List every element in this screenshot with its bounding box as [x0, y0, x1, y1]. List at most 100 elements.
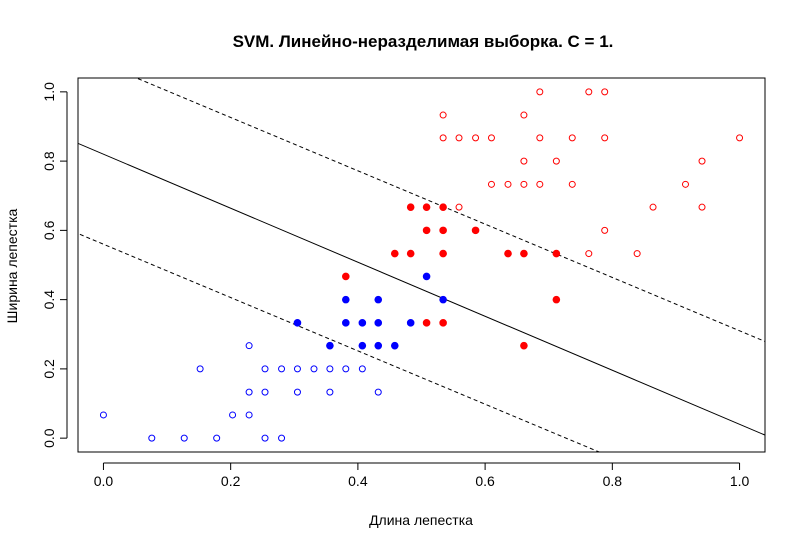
chart-title: SVM. Линейно-неразделимая выборка. C = 1…	[233, 32, 614, 51]
filled-blue-point	[422, 272, 431, 281]
filled-blue-point	[374, 341, 383, 350]
open-red-point	[487, 134, 495, 142]
filled-red-point	[439, 226, 447, 235]
filled-red-point	[342, 272, 350, 281]
filled-red-point	[504, 249, 512, 258]
open-red-point	[585, 88, 593, 96]
open-blue-point	[278, 434, 286, 442]
filled-red-point	[552, 249, 561, 258]
open-blue-point	[358, 365, 366, 373]
filled-red-point	[422, 319, 431, 327]
x-axis-label: Длина лепестка	[369, 512, 473, 528]
y-tick-label: 0.8	[41, 151, 57, 171]
open-red-point	[681, 180, 689, 188]
open-red-point	[585, 250, 593, 258]
open-red-point	[520, 157, 528, 165]
open-blue-point	[261, 388, 269, 396]
open-red-point	[504, 180, 512, 188]
open-blue-point	[245, 342, 253, 350]
open-blue-point	[245, 388, 253, 396]
filled-red-point	[406, 249, 415, 258]
y-tick-label: 0.0	[41, 428, 57, 448]
x-tick-label: 0.0	[94, 473, 114, 489]
y-tick-label: 0.6	[41, 220, 57, 240]
filled-blue-point	[293, 319, 302, 327]
open-red-point	[472, 134, 480, 142]
open-blue-point	[196, 365, 204, 373]
x-tick-label: 1.0	[730, 473, 750, 489]
filled-red-point	[422, 203, 431, 211]
filled-blue-point	[326, 341, 334, 350]
filled-blue-point	[358, 341, 367, 350]
y-axis-label: Ширина лепестка	[4, 208, 20, 323]
filled-red-point	[439, 319, 447, 327]
filled-blue-point	[342, 295, 350, 304]
filled-red-point	[552, 295, 561, 304]
filled-red-point	[422, 226, 431, 235]
x-tick-label: 0.8	[603, 473, 623, 489]
plot-frame	[77, 77, 766, 453]
upper-margin-line	[135, 78, 765, 343]
x-tick-label: 0.4	[348, 473, 368, 489]
filled-red-point	[439, 249, 447, 258]
filled-blue-point	[358, 319, 367, 327]
open-blue-point	[293, 388, 301, 396]
open-blue-point	[229, 411, 237, 419]
x-tick-label: 0.6	[475, 473, 495, 489]
y-tick-label: 0.4	[41, 290, 57, 310]
open-blue-point	[326, 388, 334, 396]
open-blue-point	[342, 365, 350, 373]
open-blue-point	[261, 365, 269, 373]
x-tick-label: 0.2	[221, 473, 241, 489]
filled-red-point	[439, 203, 447, 211]
lower-margin-line	[78, 233, 601, 452]
y-tick-label: 0.2	[41, 359, 57, 379]
open-red-point	[633, 250, 641, 258]
open-red-point	[601, 226, 609, 234]
open-red-point	[455, 134, 463, 142]
filled-red-point	[520, 341, 528, 350]
open-red-point	[601, 134, 609, 142]
open-red-point	[536, 180, 544, 188]
open-red-point	[698, 203, 706, 211]
filled-red-point	[471, 226, 480, 235]
filled-blue-point	[390, 341, 399, 350]
filled-blue-point	[406, 319, 415, 327]
filled-red-point	[520, 249, 528, 258]
filled-blue-point	[342, 319, 350, 327]
open-red-point	[736, 134, 744, 142]
filled-blue-point	[374, 319, 383, 327]
open-red-point	[649, 203, 657, 211]
open-red-point	[455, 203, 463, 211]
open-red-point	[439, 111, 447, 119]
open-red-point	[520, 180, 528, 188]
open-blue-point	[310, 365, 318, 373]
open-red-point	[520, 111, 528, 119]
open-red-point	[536, 134, 544, 142]
open-red-point	[439, 134, 447, 142]
data-points	[99, 88, 744, 442]
open-red-point	[568, 134, 576, 142]
filled-blue-point	[374, 295, 383, 304]
open-blue-point	[326, 365, 334, 373]
open-red-point	[698, 157, 706, 165]
open-red-point	[536, 88, 544, 96]
open-blue-point	[213, 434, 221, 442]
open-blue-point	[293, 365, 301, 373]
filled-red-point	[406, 203, 415, 211]
open-blue-point	[245, 411, 253, 419]
open-blue-point	[261, 434, 269, 442]
filled-blue-point	[439, 295, 447, 304]
axes: 0.0 0.2 0.4 0.6 0.8 1.0 0.0 0.2 0.4 0.6 0.8 1.0	[41, 82, 749, 489]
open-blue-point	[148, 434, 156, 442]
y-tick-label: 1.0	[41, 82, 57, 102]
open-red-point	[568, 180, 576, 188]
decision-boundary-line	[78, 142, 765, 436]
open-blue-point	[278, 365, 286, 373]
open-red-point	[552, 157, 560, 165]
open-red-point	[487, 180, 495, 188]
open-blue-point	[99, 411, 107, 419]
open-red-point	[601, 88, 609, 96]
